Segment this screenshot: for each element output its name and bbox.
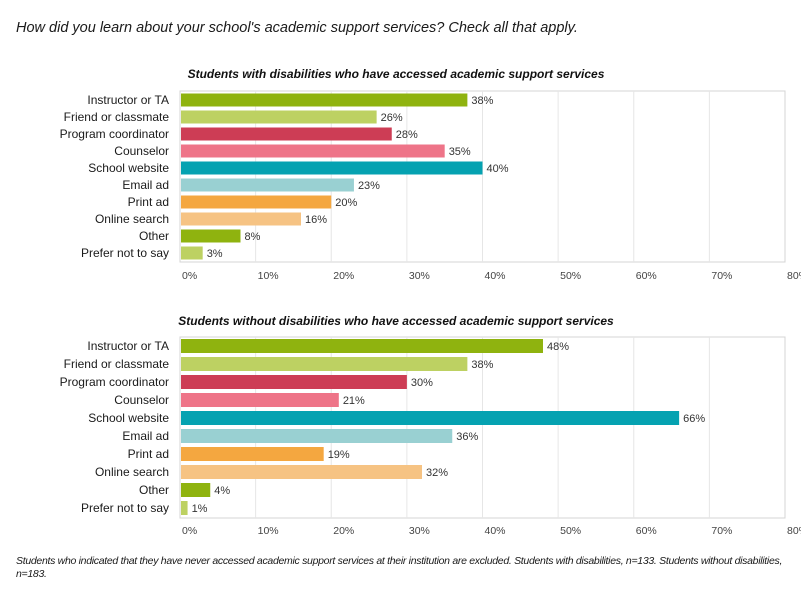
category-label: Other xyxy=(139,229,169,243)
category-label: Friend or classmate xyxy=(64,110,170,124)
category-label: Friend or classmate xyxy=(64,357,170,371)
category-label: Print ad xyxy=(128,447,169,461)
bar-value-label: 38% xyxy=(471,359,493,371)
x-tick-label: 20% xyxy=(333,525,354,537)
bar xyxy=(181,357,468,371)
bar xyxy=(181,501,188,515)
category-label: Prefer not to say xyxy=(81,246,169,260)
category-label: Program coordinator xyxy=(60,127,169,141)
footnote: Students who indicated that they have ne… xyxy=(16,555,783,580)
x-tick-label: 0% xyxy=(182,525,197,537)
bar xyxy=(181,393,339,407)
category-label: School website xyxy=(88,161,169,175)
survey-question: How did you learn about your school's ac… xyxy=(16,20,578,36)
bar xyxy=(181,212,301,226)
x-tick-label: 50% xyxy=(560,270,581,282)
x-tick-label: 0% xyxy=(182,270,197,282)
bar-value-label: 21% xyxy=(343,395,365,407)
bar xyxy=(181,375,407,389)
x-tick-label: 80% xyxy=(787,270,801,282)
bar-value-label: 19% xyxy=(328,449,350,461)
chart-title: Students without disabilities who have a… xyxy=(178,314,614,328)
x-tick-label: 30% xyxy=(409,525,430,537)
category-label: Print ad xyxy=(128,195,169,209)
category-label: Email ad xyxy=(122,178,169,192)
bar xyxy=(181,339,543,353)
bar-value-label: 26% xyxy=(381,112,403,124)
bar-value-label: 4% xyxy=(214,485,230,497)
bar-value-label: 35% xyxy=(449,146,471,158)
category-label: Program coordinator xyxy=(60,375,169,389)
bar xyxy=(181,195,332,209)
bar xyxy=(181,483,211,497)
bar-value-label: 30% xyxy=(411,377,433,389)
bar xyxy=(181,178,354,192)
bar-value-label: 16% xyxy=(305,214,327,226)
bar-value-label: 36% xyxy=(456,431,478,443)
chart-without-disabilities: Students without disabilities who have a… xyxy=(60,314,801,537)
bar-value-label: 3% xyxy=(207,248,223,260)
bar-value-label: 8% xyxy=(245,231,261,243)
bar-value-label: 32% xyxy=(426,467,448,479)
category-label: Counselor xyxy=(114,144,169,158)
bar xyxy=(181,246,203,260)
bar xyxy=(181,465,422,479)
category-label: Instructor or TA xyxy=(87,93,169,107)
category-label: School website xyxy=(88,411,169,425)
category-label: Counselor xyxy=(114,393,169,407)
x-tick-label: 30% xyxy=(409,270,430,282)
x-tick-label: 40% xyxy=(485,270,506,282)
bar-value-label: 28% xyxy=(396,129,418,141)
x-tick-label: 80% xyxy=(787,525,801,537)
bar-value-label: 1% xyxy=(192,503,208,515)
x-tick-label: 10% xyxy=(258,270,279,282)
x-tick-label: 40% xyxy=(485,525,506,537)
bar-value-label: 66% xyxy=(683,413,705,425)
category-label: Prefer not to say xyxy=(81,501,169,515)
x-tick-label: 60% xyxy=(636,270,657,282)
bar xyxy=(181,161,483,175)
bar xyxy=(181,447,324,461)
bar xyxy=(181,93,468,107)
category-label: Email ad xyxy=(122,429,169,443)
bar-value-label: 20% xyxy=(335,197,357,209)
bar-value-label: 40% xyxy=(487,163,509,175)
x-tick-label: 70% xyxy=(711,525,732,537)
bar xyxy=(181,429,453,443)
x-tick-label: 10% xyxy=(258,525,279,537)
x-tick-label: 60% xyxy=(636,525,657,537)
bar-value-label: 38% xyxy=(471,95,493,107)
bar xyxy=(181,229,241,243)
x-tick-label: 70% xyxy=(711,270,732,282)
bar xyxy=(181,411,680,425)
category-label: Online search xyxy=(95,212,169,226)
bar xyxy=(181,110,377,124)
chart-with-disabilities: Students with disabilities who have acce… xyxy=(60,67,801,282)
category-label: Instructor or TA xyxy=(87,339,169,353)
x-tick-label: 50% xyxy=(560,525,581,537)
chart-title: Students with disabilities who have acce… xyxy=(188,67,605,81)
bar-value-label: 23% xyxy=(358,180,380,192)
category-label: Other xyxy=(139,483,169,497)
bar-value-label: 48% xyxy=(547,341,569,353)
bar xyxy=(181,127,392,141)
category-label: Online search xyxy=(95,465,169,479)
bar xyxy=(181,144,445,158)
x-tick-label: 20% xyxy=(333,270,354,282)
